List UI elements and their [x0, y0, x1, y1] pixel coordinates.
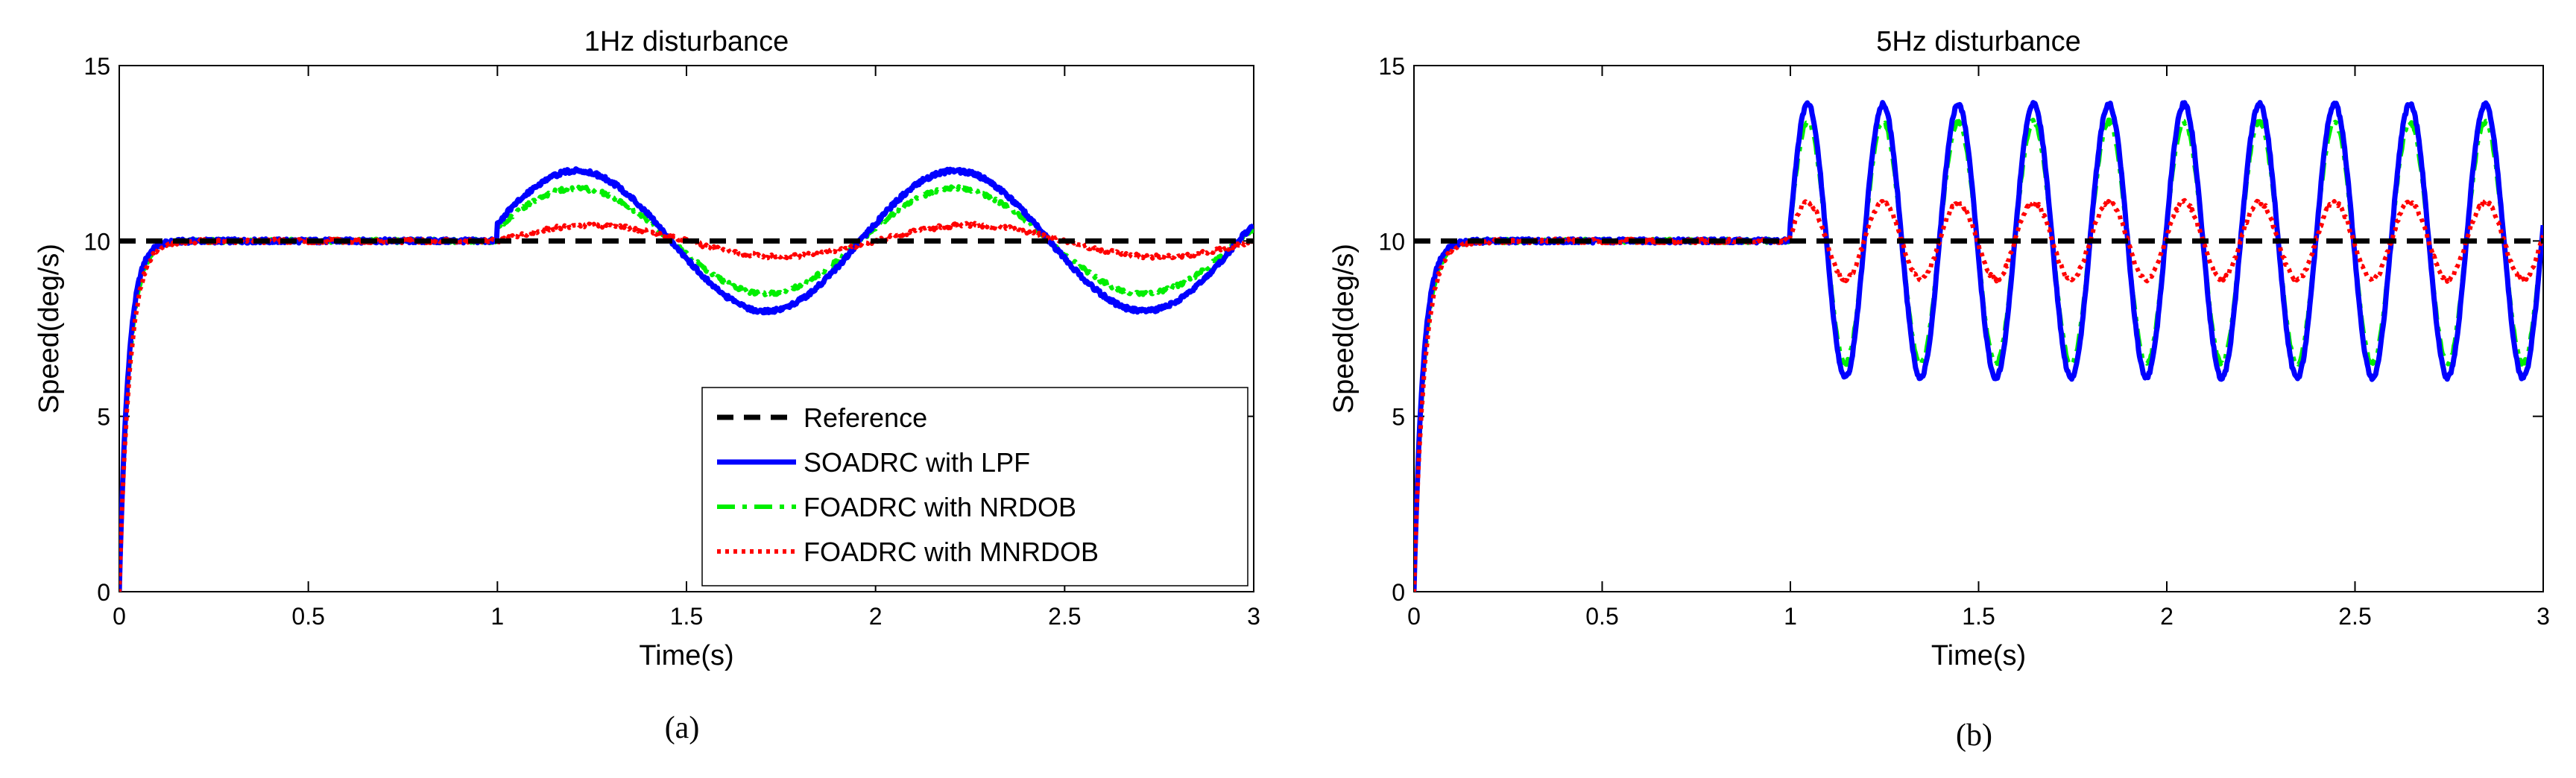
legend-label-foadrc-mnrdob: FOADRC with MNRDOB [804, 537, 1099, 567]
x-axis-label-a: Time(s) [639, 640, 733, 671]
x-tick-label: 2 [869, 603, 883, 630]
x-tick-label: 0 [1407, 603, 1421, 630]
x-tick-label: 1.5 [1962, 603, 1995, 630]
chart-panel-a: 0 0.5 1 1.5 2 2.5 3 0 5 10 15 1Hz disturbance Time… [34, 26, 1260, 745]
x-tick-label: 3 [2536, 603, 2550, 630]
caption-b: (b) [1956, 718, 1992, 753]
y-tick-label: 5 [1392, 404, 1405, 431]
y-tick-label: 10 [1378, 228, 1405, 255]
x-tick-label: 0 [113, 603, 126, 630]
series-group-b [1414, 100, 2543, 592]
y-tick-label: 0 [1392, 579, 1405, 606]
y-tick-label: 10 [83, 228, 110, 255]
y-axis-label-b: Speed(deg/s) [1328, 244, 1360, 414]
ticks-b: 0 0.5 1 1.5 2 2.5 3 0 5 10 15 [1378, 53, 2549, 630]
caption-a: (a) [665, 711, 700, 745]
chart-title-b: 5Hz disturbance [1876, 26, 2081, 57]
legend-label-foadrc-nrdob: FOADRC with NRDOB [804, 492, 1076, 522]
x-tick-label: 1.5 [670, 603, 703, 630]
ticks-a: 0 0.5 1 1.5 2 2.5 3 0 5 10 15 [83, 53, 1260, 630]
x-tick-label: 2 [2160, 603, 2174, 630]
legend-label-soadrc: SOADRC with LPF [804, 447, 1030, 478]
chart-panel-b: 0 0.5 1 1.5 2 2.5 3 0 5 10 15 5Hz disturbance Time… [1328, 26, 2550, 753]
legend-label-reference: Reference [804, 402, 927, 433]
x-tick-label: 0.5 [1585, 603, 1618, 630]
x-tick-label: 2.5 [2338, 603, 2371, 630]
y-tick-label: 15 [83, 53, 110, 80]
x-tick-label: 0.5 [291, 603, 324, 630]
y-axis-label-a: Speed(deg/s) [34, 244, 65, 414]
chart-title-a: 1Hz disturbance [584, 26, 789, 57]
series-group-a [119, 166, 1254, 592]
legend: Reference SOADRC with LPF FOADRC with NR… [701, 387, 1248, 586]
x-tick-label: 1 [490, 603, 504, 630]
y-tick-label: 5 [97, 404, 110, 431]
y-tick-label: 15 [1378, 53, 1405, 80]
x-tick-label: 3 [1247, 603, 1260, 630]
y-tick-label: 0 [97, 579, 110, 606]
x-tick-label: 1 [1784, 603, 1797, 630]
x-axis-label-b: Time(s) [1931, 640, 2026, 671]
plot-frame-b [1413, 65, 2544, 592]
x-tick-label: 2.5 [1048, 603, 1081, 630]
